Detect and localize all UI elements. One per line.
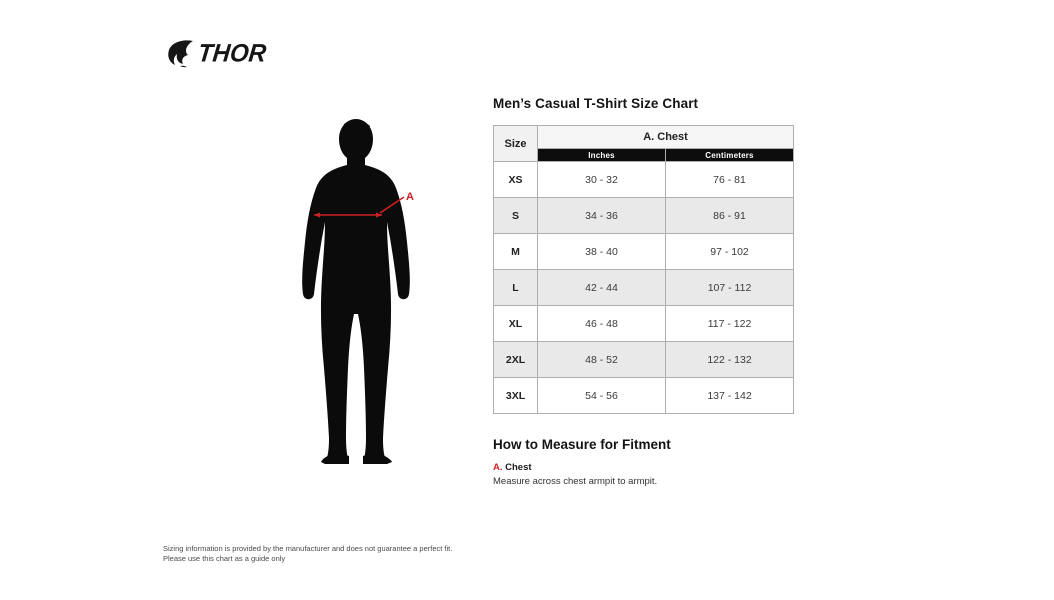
centimeters-cell: 97 - 102 — [665, 233, 794, 270]
table-row: 3XL 54 - 56 137 - 142 — [493, 377, 794, 414]
size-cell: XS — [493, 161, 538, 198]
measure-item-letter: A. — [493, 462, 503, 473]
disclaimer-line-1: Sizing information is provided by the ma… — [163, 544, 453, 553]
centimeters-cell: 117 - 122 — [665, 305, 794, 342]
disclaimer: Sizing information is provided by the ma… — [163, 544, 452, 564]
measure-item-description: Measure across chest armpit to armpit. — [493, 476, 658, 487]
column-header-centimeters: Centimeters — [665, 148, 794, 162]
brand-logo: THOR — [167, 39, 268, 68]
table-row: M 38 - 40 97 - 102 — [493, 233, 794, 270]
size-chart-title: Men’s Casual T-Shirt Size Chart — [493, 96, 699, 111]
centimeters-cell: 137 - 142 — [665, 377, 794, 414]
size-cell: 2XL — [493, 341, 538, 378]
inches-cell: 48 - 52 — [537, 341, 666, 378]
inches-cell: 54 - 56 — [537, 377, 666, 414]
inches-cell: 38 - 40 — [537, 233, 666, 270]
inches-cell: 46 - 48 — [537, 305, 666, 342]
measure-item-chest: A. Chest — [493, 462, 793, 473]
disclaimer-line-2: Please use this chart as a guide only — [163, 554, 286, 564]
table-row: 2XL 48 - 52 122 - 132 — [493, 341, 794, 378]
centimeters-cell: 86 - 91 — [665, 197, 794, 234]
table-row: XL 46 - 48 117 - 122 — [493, 305, 794, 342]
centimeters-cell: 107 - 112 — [665, 269, 794, 306]
thor-ram-icon — [168, 40, 193, 68]
column-header-inches: Inches — [537, 148, 666, 162]
size-cell: 3XL — [493, 377, 538, 414]
table-row: XS 30 - 32 76 - 81 — [493, 161, 794, 198]
chest-label-a: A — [406, 191, 414, 203]
male-silhouette — [302, 119, 410, 464]
size-cell: XL — [493, 305, 538, 342]
chest-measurement-line: A — [314, 191, 414, 218]
table-row: S 34 - 36 86 - 91 — [493, 197, 794, 234]
measure-item-label: Chest — [505, 462, 532, 473]
centimeters-cell: 76 - 81 — [665, 161, 794, 198]
table-header-row: Size A. Chest — [493, 125, 794, 162]
inches-cell: 34 - 36 — [537, 197, 666, 234]
size-cell: M — [493, 233, 538, 270]
inches-cell: 30 - 32 — [537, 161, 666, 198]
column-header-size: Size — [493, 125, 538, 162]
centimeters-cell: 122 - 132 — [665, 341, 794, 378]
size-cell: S — [493, 197, 538, 234]
table-unit-header-row: Inches Centimeters — [494, 148, 794, 162]
column-group-header-chest: A. Chest — [537, 125, 794, 149]
brand-logo-text: THOR — [196, 39, 268, 68]
how-to-measure-heading: How to Measure for Fitment — [493, 437, 671, 452]
size-chart-panel: Men’s Casual T-Shirt Size Chart Size A. … — [493, 96, 794, 487]
table-row: L 42 - 44 107 - 112 — [493, 269, 794, 306]
inches-cell: 42 - 44 — [537, 269, 666, 306]
male-silhouette-svg: A — [302, 119, 414, 464]
measurement-figure: A — [288, 118, 430, 468]
size-cell: L — [493, 269, 538, 306]
size-chart-table: Size A. Chest Inches Centimeters XS 30 -… — [493, 125, 794, 414]
